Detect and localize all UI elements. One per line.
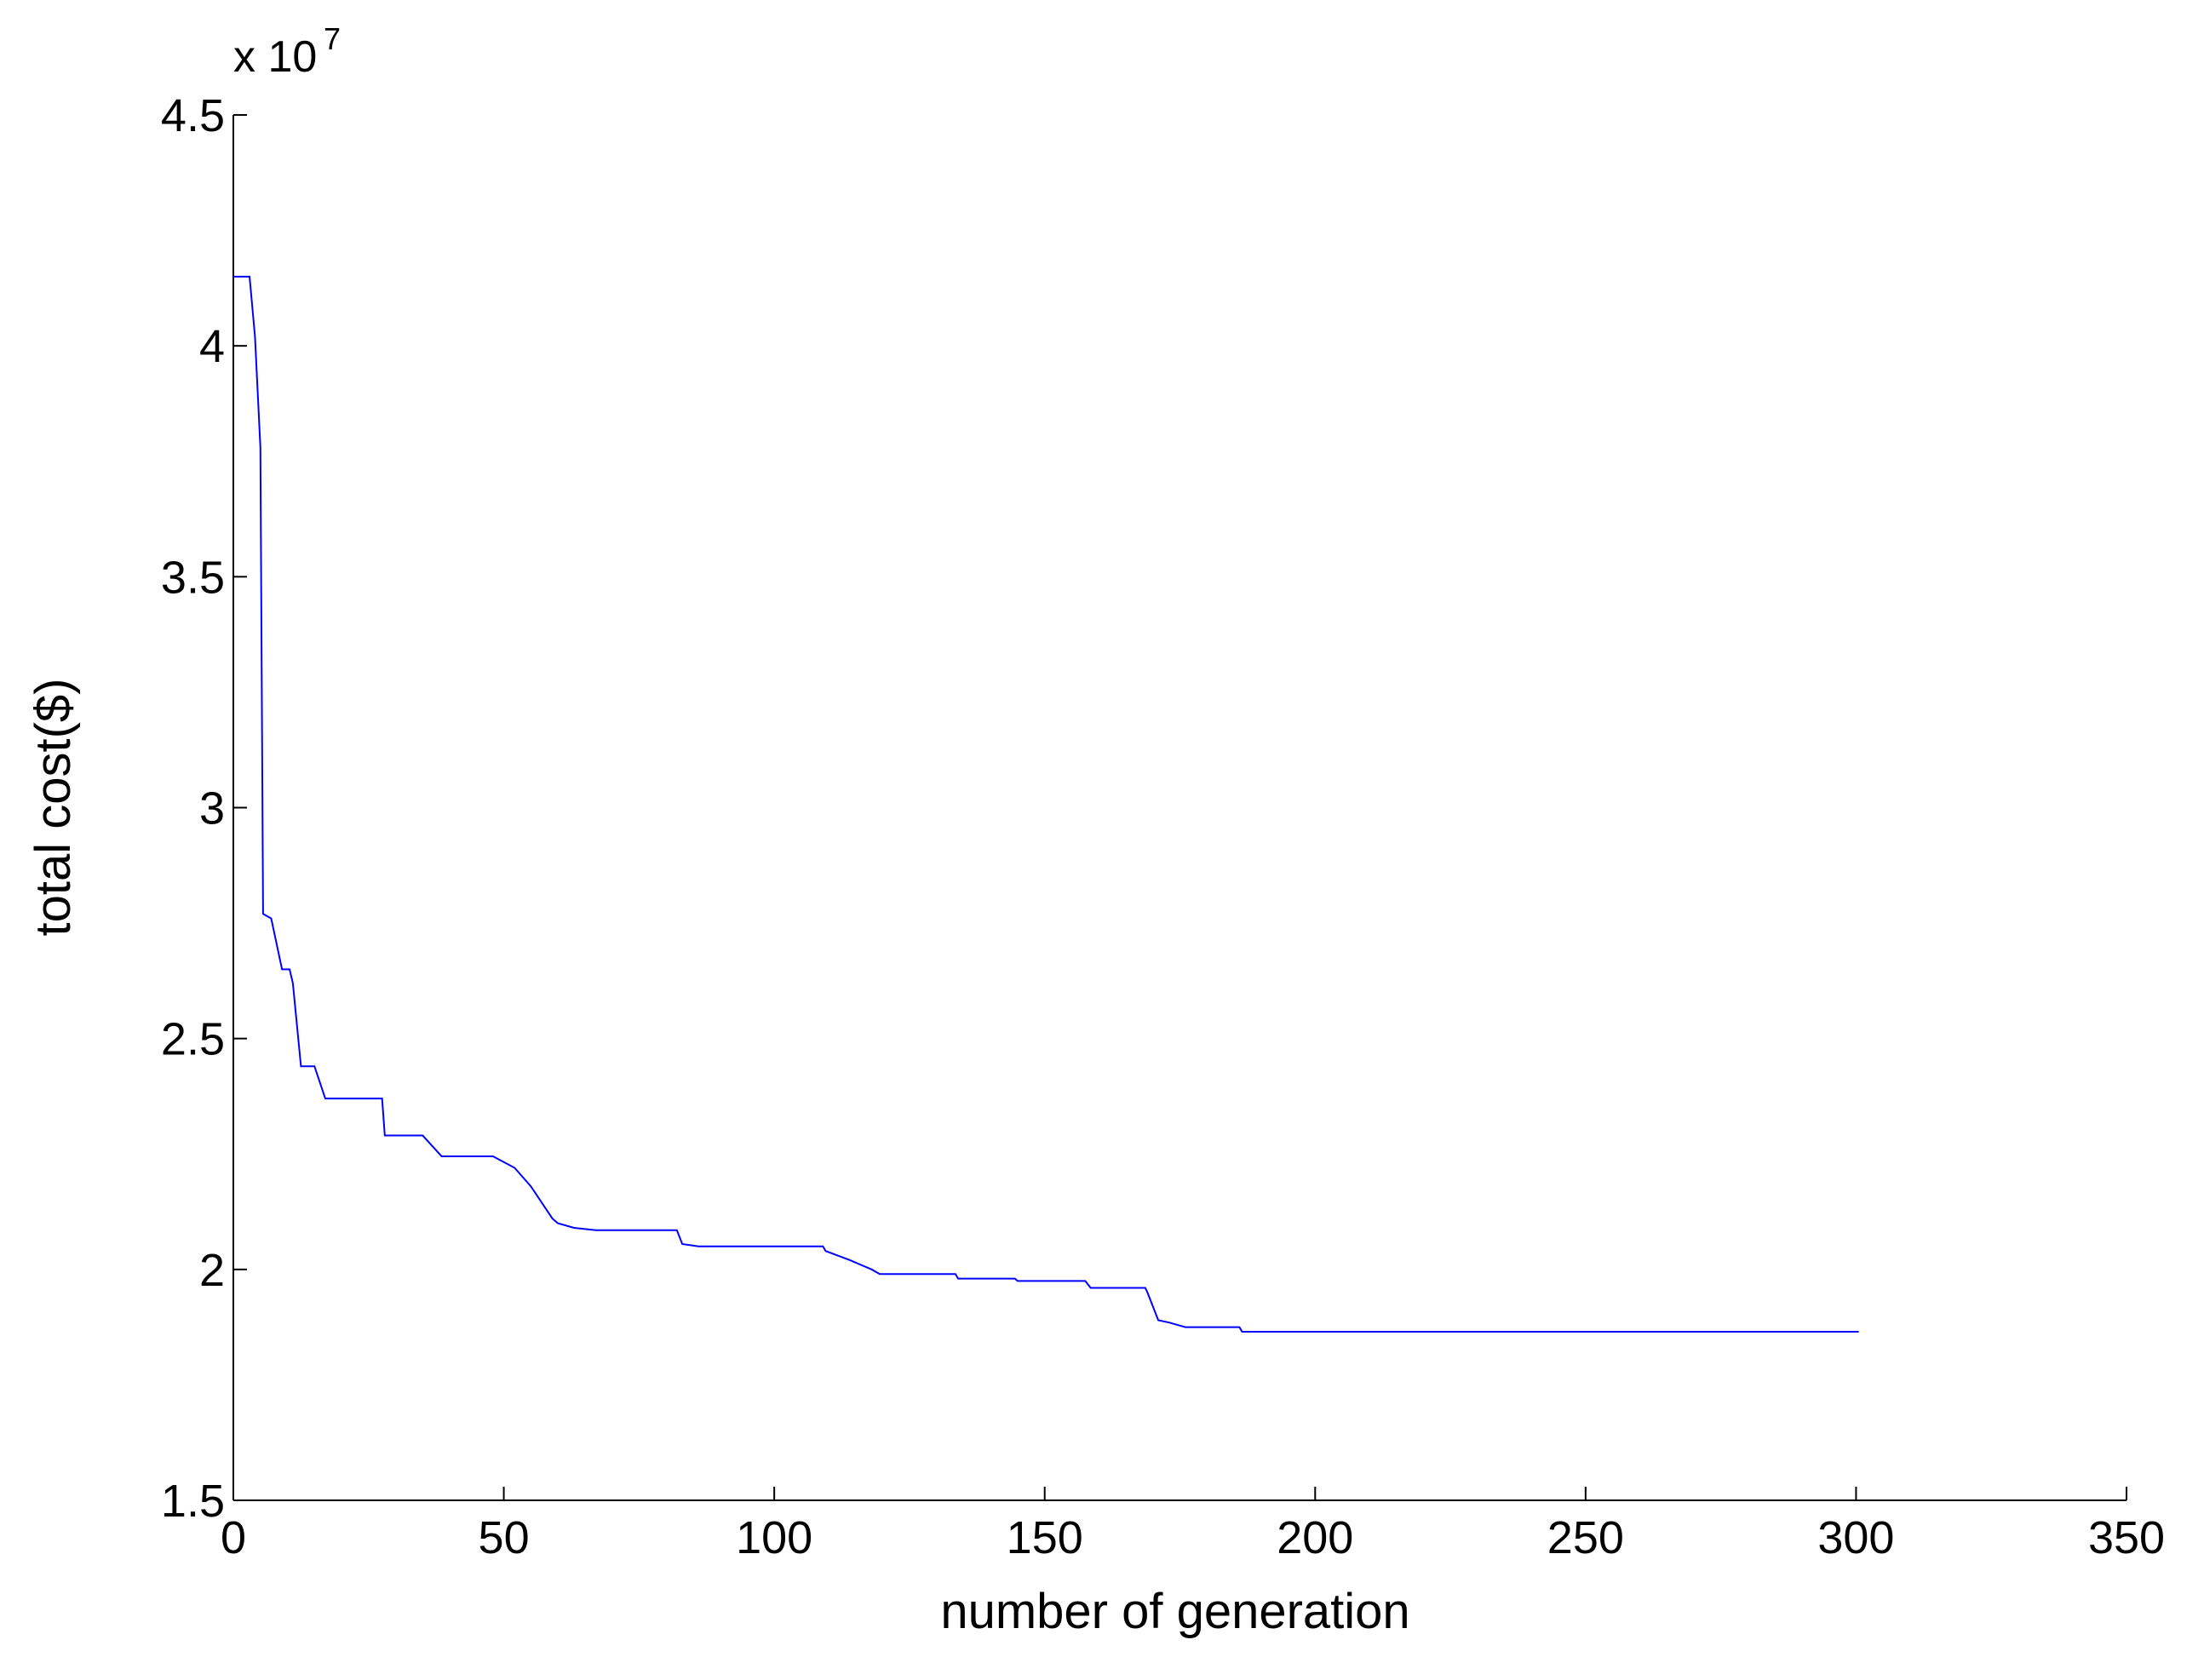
x-tick-label: 250 xyxy=(1547,1512,1624,1563)
x-tick-label: 150 xyxy=(1007,1512,1083,1563)
y-tick-label: 4 xyxy=(199,321,225,372)
y-tick-label: 3.5 xyxy=(161,552,225,603)
y-axis-label: total cost($) xyxy=(26,679,81,937)
x-tick-label: 300 xyxy=(1817,1512,1894,1563)
y-tick-label: 2 xyxy=(199,1245,225,1296)
y-multiplier-exponent: 7 xyxy=(324,21,341,56)
y-multiplier: x 10 xyxy=(233,32,317,82)
y-tick-label: 4.5 xyxy=(161,90,225,141)
y-tick-label: 2.5 xyxy=(161,1014,225,1065)
x-tick-label: 100 xyxy=(736,1512,812,1563)
data-line xyxy=(233,275,1859,1333)
x-tick-label: 0 xyxy=(221,1512,246,1563)
x-tick-label: 50 xyxy=(479,1512,530,1563)
x-tick-label: 350 xyxy=(2088,1512,2165,1563)
x-tick-label: 200 xyxy=(1277,1512,1353,1563)
x-axis-label: number of generation xyxy=(940,1584,1409,1639)
y-tick-label: 1.5 xyxy=(161,1476,225,1527)
y-tick-label: 3 xyxy=(199,783,225,834)
